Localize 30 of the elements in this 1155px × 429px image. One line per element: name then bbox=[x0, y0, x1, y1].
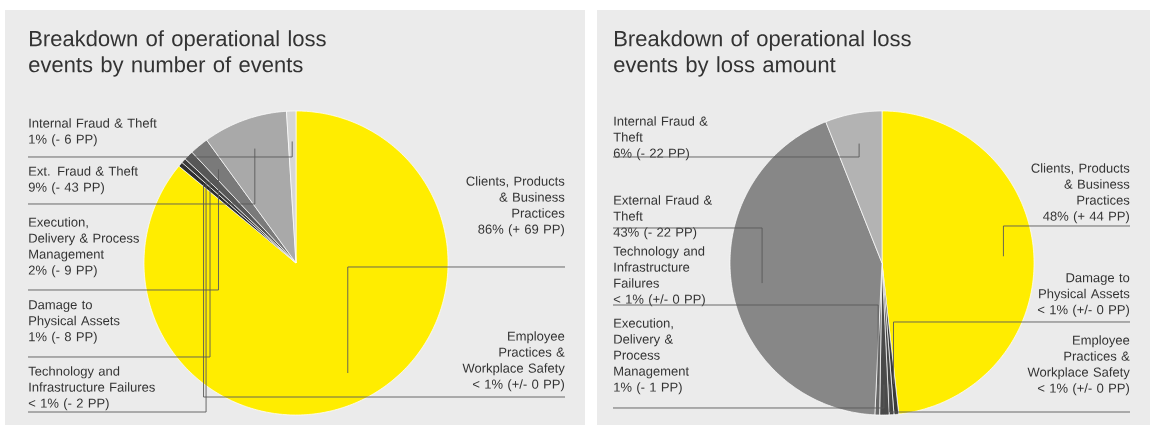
data-label: 86% (+ 69 PP) bbox=[478, 224, 564, 237]
slice-label: Damage to Physical Assets bbox=[29, 300, 120, 328]
slice-label: Execution, Delivery & Process Management bbox=[614, 318, 689, 379]
slice-label: Clients, Products & Business Practices bbox=[1031, 163, 1130, 205]
slice-label: Technology and Infrastructure Failures bbox=[28, 366, 155, 392]
data-label: 6% (- 22 PP) bbox=[613, 148, 689, 161]
slice-label: Technology and Infrastructure Failures bbox=[613, 246, 705, 288]
data-label: 1% (- 6 PP) bbox=[29, 134, 97, 147]
data-label: < 1% (+/- 0 PP) bbox=[1037, 304, 1130, 317]
slice-label: Execution, Delivery & Process Management bbox=[29, 217, 139, 262]
slice-label: Clients, Products & Business Practices bbox=[466, 176, 565, 218]
data-label: 43% (- 22 PP) bbox=[613, 227, 697, 240]
data-label: < 1% (+/- 0 PP) bbox=[613, 294, 705, 307]
data-label: 1% (- 8 PP) bbox=[29, 331, 97, 344]
slice-label: Internal Fraud & Theft bbox=[613, 116, 708, 142]
slice-label: Ext. Fraud & Theft bbox=[29, 166, 138, 176]
slice-label: Internal Fraud & Theft bbox=[29, 118, 157, 128]
chart-title: Breakdown of operational loss events by number of events bbox=[29, 30, 326, 77]
slice-label: Employee Practices & Workplace Safety bbox=[462, 331, 565, 376]
slice-label: External Fraud & Theft bbox=[613, 195, 712, 221]
data-label: < 1% (+/- 0 PP) bbox=[472, 379, 564, 392]
slice-label: Damage to Physical Assets bbox=[1039, 273, 1130, 301]
chart-title: Breakdown of operational loss events by loss amount bbox=[614, 30, 911, 77]
slice-label: Employee Practices & Workplace Safety bbox=[1027, 335, 1130, 380]
data-label: < 1% (- 2 PP) bbox=[28, 398, 109, 411]
data-label: 9% (- 43 PP) bbox=[28, 182, 104, 195]
data-label: 2% (- 9 PP) bbox=[28, 265, 97, 278]
data-label: 48% (+ 44 PP) bbox=[1043, 211, 1129, 224]
data-label: < 1% (+/- 0 PP) bbox=[1037, 383, 1130, 396]
data-label: 1% (- 1 PP) bbox=[614, 382, 682, 395]
